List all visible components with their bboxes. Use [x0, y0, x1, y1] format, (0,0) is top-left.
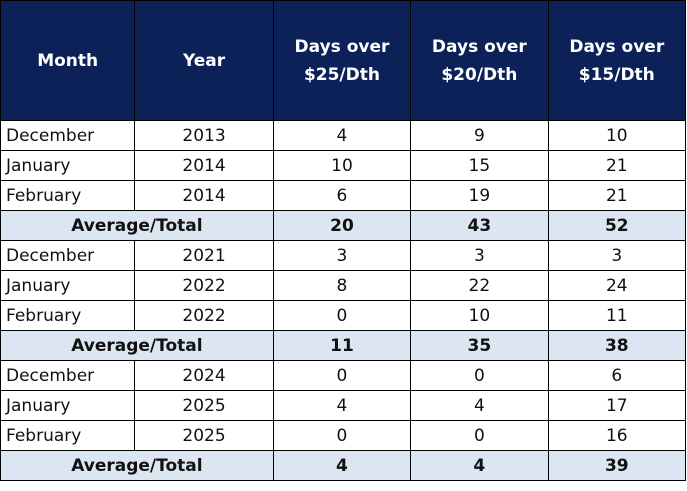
total-label: Average/Total: [0, 450, 274, 481]
cell-month: February: [0, 180, 136, 211]
table-row: February 2022 0 10 11: [0, 300, 687, 331]
cell-year: 2021: [134, 240, 274, 271]
table-row: December 2021 3 3 3: [0, 240, 687, 271]
header-days-over-20-line1: Days over: [431, 36, 527, 57]
header-days-over-20-line2: $20/Dth: [441, 64, 518, 85]
total-label: Average/Total: [0, 210, 274, 241]
cell-days-over-25: 0: [272, 360, 412, 391]
cell-days-over-20: 0: [410, 420, 549, 451]
cell-days-over-20: 9: [410, 120, 549, 151]
cell-year: 2014: [134, 150, 274, 181]
cell-days-over-15: 24: [547, 270, 687, 301]
cell-month: January: [0, 390, 136, 421]
cell-days-over-15: 10: [547, 120, 687, 151]
cell-month: February: [0, 300, 136, 331]
cell-days-over-20: 4: [410, 390, 549, 421]
total-days-over-15: 52: [547, 210, 687, 241]
cell-year: 2022: [134, 270, 274, 301]
total-days-over-15: 38: [547, 330, 687, 361]
cell-days-over-20: 3: [410, 240, 549, 271]
header-days-over-15-line2: $15/Dth: [578, 64, 655, 85]
table-row: December 2013 4 9 10: [0, 120, 687, 151]
cell-month: January: [0, 270, 136, 301]
total-days-over-20: 43: [410, 210, 549, 241]
total-row: Average/Total 20 43 52: [0, 210, 687, 241]
total-days-over-25: 4: [272, 450, 412, 481]
cell-days-over-25: 6: [272, 180, 412, 211]
cell-days-over-20: 10: [410, 300, 549, 331]
cell-year: 2022: [134, 300, 274, 331]
header-days-over-15: Days over $15/Dth: [547, 0, 687, 121]
cell-days-over-25: 3: [272, 240, 412, 271]
table-row: February 2014 6 19 21: [0, 180, 687, 211]
cell-days-over-20: 19: [410, 180, 549, 211]
cell-days-over-15: 17: [547, 390, 687, 421]
cell-year: 2025: [134, 390, 274, 421]
total-row: Average/Total 4 4 39: [0, 450, 687, 481]
cell-days-over-25: 0: [272, 300, 412, 331]
total-days-over-20: 35: [410, 330, 549, 361]
header-month: Month: [0, 0, 136, 121]
header-year: Year: [134, 0, 274, 121]
days-over-price-table: Month Year Days over $25/Dth Days over $20…: [0, 0, 687, 481]
header-days-over-15-line1: Days over: [569, 36, 665, 57]
table-row: January 2014 10 15 21: [0, 150, 687, 181]
cell-days-over-25: 10: [272, 150, 412, 181]
total-label: Average/Total: [0, 330, 274, 361]
total-row: Average/Total 11 35 38: [0, 330, 687, 361]
cell-month: December: [0, 360, 136, 391]
cell-days-over-15: 3: [547, 240, 687, 271]
cell-days-over-20: 22: [410, 270, 549, 301]
cell-days-over-15: 11: [547, 300, 687, 331]
cell-month: February: [0, 420, 136, 451]
total-days-over-25: 20: [272, 210, 412, 241]
total-days-over-25: 11: [272, 330, 412, 361]
header-days-over-25-line2: $25/Dth: [303, 64, 380, 85]
table-row: December 2024 0 0 6: [0, 360, 687, 391]
cell-days-over-25: 8: [272, 270, 412, 301]
cell-days-over-15: 6: [547, 360, 687, 391]
cell-days-over-15: 21: [547, 180, 687, 211]
cell-year: 2024: [134, 360, 274, 391]
cell-month: January: [0, 150, 136, 181]
cell-month: December: [0, 120, 136, 151]
cell-days-over-25: 0: [272, 420, 412, 451]
cell-month: December: [0, 240, 136, 271]
table-row: January 2025 4 4 17: [0, 390, 687, 421]
cell-days-over-15: 16: [547, 420, 687, 451]
cell-days-over-20: 0: [410, 360, 549, 391]
header-row: Month Year Days over $25/Dth Days over $20…: [0, 0, 687, 121]
total-days-over-20: 4: [410, 450, 549, 481]
cell-days-over-20: 15: [410, 150, 549, 181]
header-days-over-25-line1: Days over: [294, 36, 390, 57]
cell-days-over-15: 21: [547, 150, 687, 181]
cell-year: 2025: [134, 420, 274, 451]
total-days-over-15: 39: [547, 450, 687, 481]
header-days-over-20: Days over $20/Dth: [410, 0, 549, 121]
cell-year: 2014: [134, 180, 274, 211]
table-row: January 2022 8 22 24: [0, 270, 687, 301]
cell-days-over-25: 4: [272, 120, 412, 151]
header-days-over-25: Days over $25/Dth: [272, 0, 412, 121]
table-row: February 2025 0 0 16: [0, 420, 687, 451]
cell-year: 2013: [134, 120, 274, 151]
cell-days-over-25: 4: [272, 390, 412, 421]
